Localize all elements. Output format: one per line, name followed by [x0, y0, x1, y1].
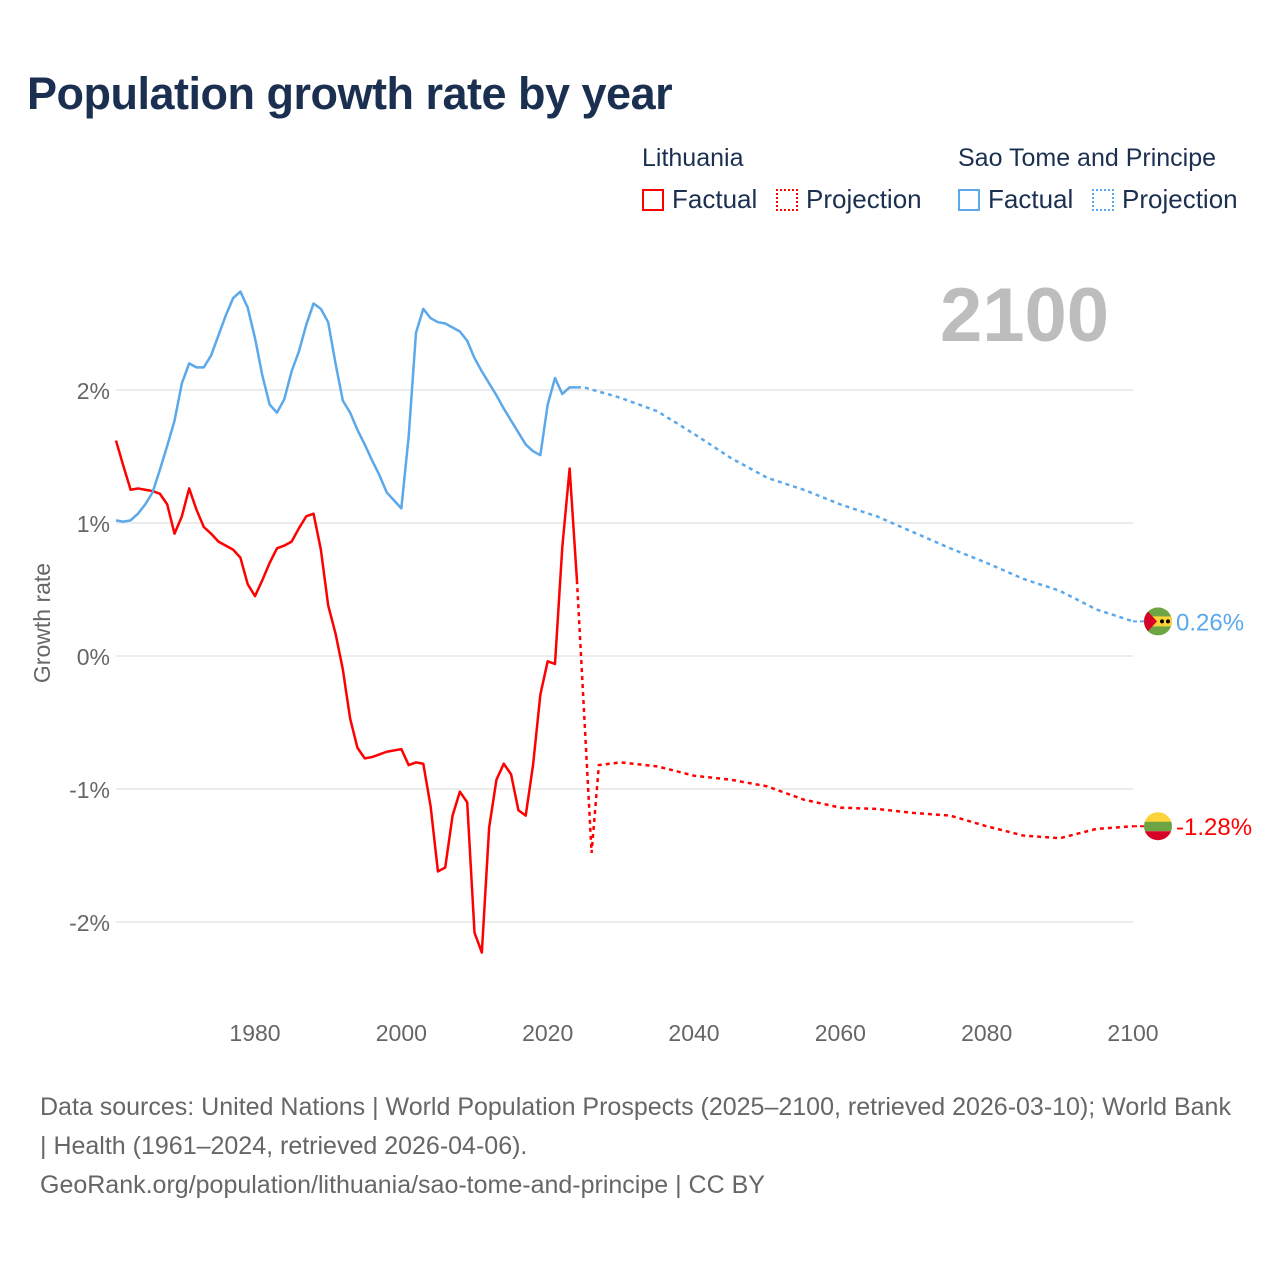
current-year-label: 2100	[940, 273, 1110, 358]
lithuania-flag-icon	[1144, 812, 1172, 841]
legend-label: Projection	[1122, 184, 1238, 214]
projection-line-0	[575, 580, 1134, 853]
chart-title: Population growth rate by year	[27, 68, 673, 119]
legend-label: Factual	[988, 184, 1074, 214]
legend-lithuania-factual[interactable]: Factual	[642, 184, 757, 215]
source-link[interactable]: GeoRank.org/population/lithuania/sao-tom…	[40, 1171, 765, 1199]
flag-stripe	[1144, 821, 1172, 832]
flag-body	[1144, 607, 1172, 636]
legend-group-sao-tome: Sao Tome and Principe	[958, 144, 1217, 172]
flag-body	[1144, 812, 1172, 841]
legend-swatch-dotted	[776, 188, 798, 211]
x-tick-label: 2100	[1107, 1020, 1158, 1046]
flag-star	[1166, 619, 1170, 624]
y-axis-label: Growth rate	[29, 563, 55, 683]
footer: Data sources: United Nations | World Pop…	[40, 1088, 1240, 1205]
y-tick-label: 1%	[77, 511, 110, 537]
legend-group-lithuania: Lithuania	[642, 144, 744, 172]
legend-swatch-solid	[642, 188, 664, 211]
projection-line-1	[576, 386, 1134, 623]
flag-stripe	[1144, 831, 1172, 841]
data-sources: Data sources: United Nations | World Pop…	[40, 1093, 1231, 1160]
legend-swatch-dotted	[1092, 188, 1114, 211]
factual-line-1	[115, 290, 577, 523]
sao-tome-flag-icon	[1144, 607, 1172, 636]
legend-sao-tome-factual[interactable]: Factual	[958, 184, 1073, 215]
legend-label: Projection	[806, 184, 922, 214]
y-tick-label: 2%	[77, 378, 110, 404]
legend-label: Factual	[672, 184, 758, 214]
x-tick-label: 2080	[961, 1020, 1012, 1046]
end-value-label: 0.26%	[1176, 609, 1244, 636]
flag-stripe	[1144, 616, 1172, 627]
y-tick-label: 0%	[77, 644, 110, 670]
x-tick-label: 2000	[376, 1020, 427, 1046]
legend-lithuania-projection[interactable]: Projection	[776, 184, 922, 215]
end-value-label: -1.28%	[1176, 814, 1252, 841]
y-tick-label: -2%	[69, 910, 110, 936]
factual-line-0	[114, 440, 579, 954]
x-tick-label: 2020	[522, 1020, 573, 1046]
x-tick-label: 1980	[229, 1020, 280, 1046]
flag-triangle	[1144, 607, 1157, 636]
flag-star	[1160, 619, 1164, 624]
legend-sao-tome-projection[interactable]: Projection	[1092, 184, 1238, 215]
legend-swatch-solid	[958, 188, 980, 211]
x-tick-label: 2040	[668, 1020, 719, 1046]
flag-stripe	[1144, 812, 1172, 823]
x-tick-label: 2060	[815, 1020, 866, 1046]
y-tick-label: -1%	[69, 777, 110, 803]
